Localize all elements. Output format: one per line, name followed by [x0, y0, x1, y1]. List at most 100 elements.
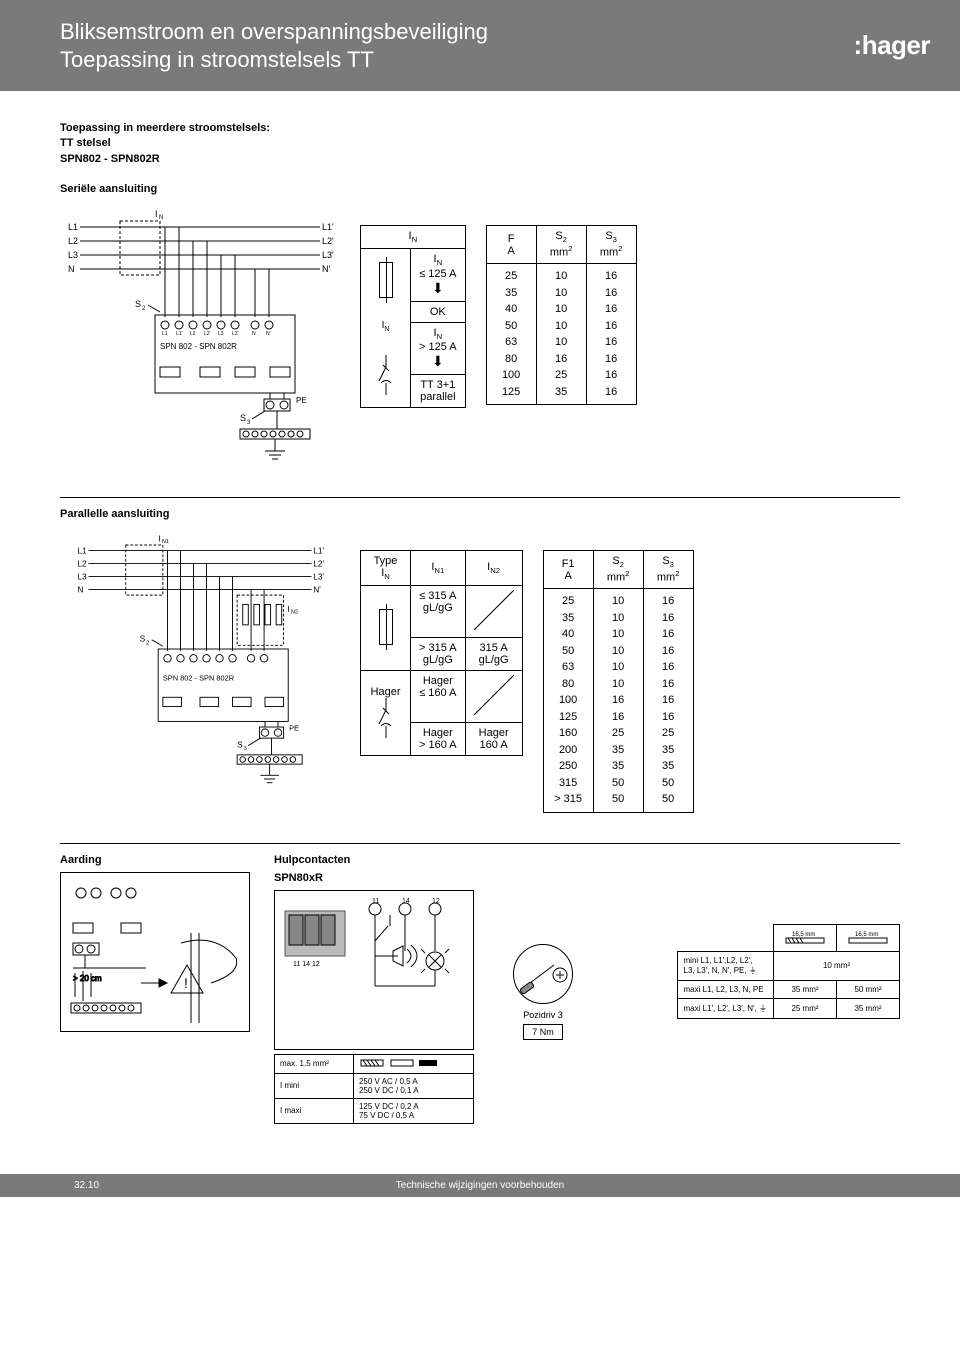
serial-result: TT 3+1parallel — [411, 374, 466, 407]
svg-text:S: S — [140, 634, 146, 644]
separator-1 — [60, 497, 900, 498]
page-header: Bliksemstroom en overspanningsbeveiligin… — [0, 0, 960, 91]
h-S2b: S2mm2 — [593, 551, 643, 589]
page-number: 32.10 — [74, 1180, 99, 1191]
fuse-icon — [379, 609, 393, 645]
section1-row: L1L1' L2L2' L3L3' NN' IN S2 — [60, 207, 900, 467]
driver-block: Pozidriv 3 7 Nm — [498, 944, 588, 1040]
spec-r2a: I mini — [275, 1073, 354, 1098]
spec-r1a: max. 1.5 mm² — [275, 1054, 354, 1073]
svg-text:N': N' — [266, 331, 271, 337]
footer-note: Technische wijzigingen voorbehouden — [396, 1180, 564, 1191]
aarding-block: Aarding > 20 cm ! — [60, 854, 250, 1032]
aarding-title: Aarding — [60, 854, 250, 866]
par-r4c2: Hager> 160 A — [411, 723, 466, 756]
svg-text:L3': L3' — [322, 250, 334, 260]
header-title: Bliksemstroom en overspanningsbeveiligin… — [60, 18, 488, 73]
h-in: IN — [361, 226, 466, 249]
svg-text:2: 2 — [146, 641, 149, 647]
hulp-spec-table: max. 1.5 mm² I mini250 V AC / 0,5 A250 V… — [274, 1054, 474, 1124]
svg-text:11: 11 — [372, 898, 379, 905]
par-r1c3 — [465, 586, 522, 638]
section2-row: L1L1' L2L2' L3L3' NN' IN1 IN2 — [60, 532, 900, 812]
page-content: Toepassing in meerdere stroomstelsels: T… — [0, 91, 960, 1144]
svg-text:L2: L2 — [68, 236, 78, 246]
par-r2c2: > 315 AgL/gG — [411, 638, 466, 671]
driver-name: Pozidriv 3 — [498, 1010, 588, 1020]
svg-text:L3': L3' — [232, 331, 239, 337]
spec-r2b: 250 V AC / 0,5 A250 V DC / 0,1 A — [353, 1073, 473, 1098]
par-r4c3: Hager160 A — [465, 723, 522, 756]
svg-text:SPN 802 - SPN 802R: SPN 802 - SPN 802R — [163, 674, 234, 683]
svg-text:SPN 802 - SPN 802R: SPN 802 - SPN 802R — [160, 342, 237, 351]
serial-fuse-table: IN IN IN≤ 125 A⬇ OK IN> 125 A⬇ TT 3+1par… — [360, 225, 466, 408]
svg-text:11 14 12: 11 14 12 — [293, 961, 320, 968]
h-type: TypeIN — [361, 551, 411, 586]
h-S3: S3mm2 — [586, 226, 636, 264]
wt-h1: 16,5 mm — [774, 924, 837, 951]
spec-r3b: 125 V DC / 0,2 A75 V DC / 0,5 A — [353, 1098, 473, 1123]
hulp-sub: SPN80xR — [274, 872, 474, 884]
svg-text:L2: L2 — [190, 331, 196, 337]
hager-label: Hager — [369, 686, 402, 698]
title-line1: Bliksemstroom en overspanningsbeveiligin… — [60, 18, 488, 46]
svg-text:3: 3 — [247, 420, 251, 426]
serial-symbol-cell: IN — [361, 249, 411, 407]
svg-text:N: N — [68, 264, 75, 274]
par-sym-switch: Hager — [361, 671, 411, 756]
parallel-diagram: L1L1' L2L2' L3L3' NN' IN1 IN2 — [60, 532, 340, 792]
f-col: 253540506380100125 — [486, 264, 536, 405]
wt-r2b: 35 mm² — [774, 980, 837, 998]
serial-cond1: IN≤ 125 A⬇ — [411, 249, 466, 301]
switch-icon — [377, 698, 395, 738]
svg-text:S: S — [240, 413, 246, 423]
screwdriver-icon — [513, 944, 573, 1004]
par-r3c2: Hager≤ 160 A — [411, 671, 466, 723]
page-footer: 32.10 Technische wijzigingen voorbehoude… — [0, 1174, 960, 1197]
svg-text:16,5 mm: 16,5 mm — [792, 932, 815, 938]
f1-col: 253540506380100125160200250315> 315 — [543, 589, 593, 813]
driver-torque: 7 Nm — [523, 1024, 563, 1040]
svg-text:3: 3 — [244, 746, 247, 752]
wt-r3c: 35 mm² — [837, 998, 900, 1018]
serial-wire-table: FA S2mm2 S3mm2 253540506380100125 101010… — [486, 225, 637, 405]
svg-text:L1': L1' — [322, 222, 334, 232]
svg-text:I: I — [155, 209, 158, 219]
h-F: FA — [486, 226, 536, 264]
h-S2: S2mm2 — [536, 226, 586, 264]
par-sym-fuse — [361, 586, 411, 671]
svg-text:2: 2 — [142, 306, 146, 312]
wt-r2c: 50 mm² — [837, 980, 900, 998]
in-label: IN — [382, 320, 390, 333]
parallel-wire-table: F1A S2mm2 S3mm2 253540506380100125160200… — [543, 550, 694, 812]
svg-text:S: S — [135, 299, 141, 309]
title-line2: Toepassing in stroomstelsels TT — [60, 46, 488, 74]
wt-h2: 16,5 mm — [837, 924, 900, 951]
svg-text:16,5 mm: 16,5 mm — [855, 932, 878, 938]
par-r1c2: ≤ 315 AgL/gG — [411, 586, 466, 638]
h-S3b: S3mm2 — [643, 551, 693, 589]
s3-col: 1616161616161616 — [586, 264, 636, 405]
fuse-icon — [379, 262, 393, 298]
switch-icon — [377, 355, 395, 395]
spec-r3a: I maxi — [275, 1098, 354, 1123]
wt-r1a: mini L1, L1',L2, L2',L3, L3', N, N', PE,… — [677, 951, 773, 980]
h-F1: F1A — [543, 551, 593, 589]
svg-text:I: I — [158, 533, 160, 543]
svg-text:L2': L2' — [204, 331, 211, 337]
serial-ok: OK — [411, 301, 466, 322]
svg-text:L2': L2' — [322, 236, 334, 246]
wt-r3b: 25 mm² — [774, 998, 837, 1018]
serial-diagram: L1L1' L2L2' L3L3' NN' IN S2 — [60, 207, 340, 467]
svg-text:L2': L2' — [313, 559, 324, 569]
svg-text:!: ! — [184, 975, 188, 991]
svg-text:N2: N2 — [291, 610, 298, 616]
svg-text:N: N — [252, 331, 256, 337]
s3b-col: 16161616161616162535355050 — [643, 589, 693, 813]
s2b-col: 10101010101016162535355050 — [593, 589, 643, 813]
svg-text:12: 12 — [432, 898, 440, 905]
brand-logo: :hager — [854, 30, 930, 61]
svg-text:L3': L3' — [313, 572, 324, 582]
svg-text:L1: L1 — [77, 546, 87, 556]
svg-text:L3: L3 — [218, 331, 224, 337]
